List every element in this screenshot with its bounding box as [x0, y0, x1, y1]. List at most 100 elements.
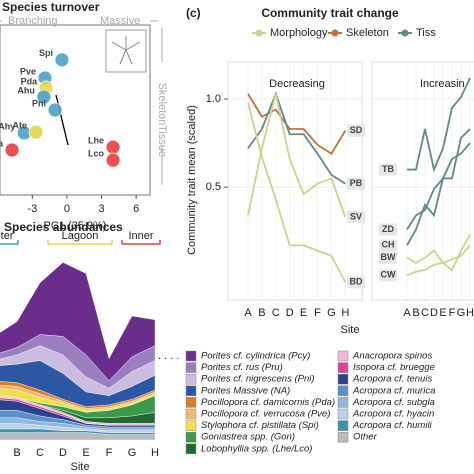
- x-axis-label: Site: [71, 461, 90, 473]
- legend-swatch: [185, 408, 197, 420]
- x-tick-label: D: [430, 307, 438, 319]
- y-tick-label: 1.0: [206, 93, 221, 105]
- point-label: Lco: [88, 149, 105, 159]
- panel-title: Decreasing: [269, 78, 325, 90]
- panel-title: Increasin: [420, 78, 465, 90]
- group-bracket: [121, 240, 161, 245]
- legend-label: Tiss: [416, 27, 436, 39]
- legend-swatch: [185, 420, 197, 431]
- trait-line: [406, 244, 471, 265]
- x-tick-label: F: [106, 447, 113, 459]
- point: [4, 142, 20, 158]
- group-bracket: [0, 240, 19, 245]
- legend-label: Pocillopora cf. damicornis (Pda): [201, 397, 335, 408]
- series-label: ZD: [382, 224, 394, 234]
- point-label: Spi: [39, 48, 53, 58]
- legend-label: Porites cf. cylindrica (Pcy): [201, 351, 310, 362]
- trait-line: [247, 102, 347, 283]
- annotation: Massive: [100, 15, 140, 27]
- series-label: BW: [381, 252, 396, 262]
- legend-label: Acropora cf. tenuis: [352, 374, 432, 385]
- panel-title: Species turnover: [2, 0, 100, 14]
- x-tick-label: 0: [64, 203, 70, 215]
- x-tick-label: D: [286, 307, 294, 319]
- label-box: [379, 269, 397, 282]
- legend-label: Goniastrea spp. (Gon): [201, 432, 295, 443]
- x-tick-label: C: [421, 307, 429, 319]
- legend-label: Porites Massive (NA): [201, 385, 290, 396]
- legend-swatch: [185, 373, 197, 385]
- loading-arrow: [55, 94, 69, 146]
- legend-swatch: [185, 385, 197, 397]
- trait-line: [247, 93, 347, 218]
- legend-label: Morphology: [270, 27, 328, 39]
- trait-line: [406, 142, 471, 246]
- chart-title: Community trait change: [261, 6, 399, 20]
- series-label: CW: [381, 270, 396, 280]
- label-box: [347, 124, 365, 137]
- legend-swatch: [337, 385, 349, 397]
- legend-label: Porites cf. rus (Pru): [201, 362, 283, 373]
- inset-arrows: [111, 36, 141, 65]
- legend-swatch: [185, 350, 197, 362]
- legend-label: Acropora cf. murica: [352, 385, 435, 396]
- x-tick-label: A: [244, 307, 252, 319]
- legend-swatch: [337, 397, 349, 408]
- point-label: Ahy: [0, 121, 15, 131]
- x-tick-label: 3: [98, 203, 104, 215]
- legend-dot: [331, 29, 339, 37]
- legend-label: Other: [353, 432, 378, 443]
- group-label: Inner: [128, 230, 153, 242]
- legend-label: Anacropora spinos: [352, 351, 432, 362]
- trait-line: [406, 234, 471, 277]
- legend-label: Isopora cf. bruegge: [353, 362, 435, 373]
- legend-swatch: [185, 362, 197, 373]
- series-label: SV: [350, 212, 362, 222]
- group-label: uter: [0, 230, 14, 242]
- label-box: [347, 276, 365, 289]
- series-label: CH: [382, 240, 395, 250]
- annotation: Tissue: [156, 125, 168, 157]
- annotation: Skeleton: [156, 83, 168, 126]
- group-label: Lagoon: [62, 230, 99, 242]
- legend-dot: [255, 29, 263, 37]
- x-tick-label: F: [314, 307, 321, 319]
- x-tick-label: F: [449, 307, 456, 319]
- x-tick-label: G: [457, 307, 466, 319]
- label-box: [379, 251, 397, 264]
- point: [36, 89, 52, 105]
- x-tick-label: H: [466, 307, 474, 319]
- legend-swatch: [337, 408, 349, 420]
- legend-label: Porites cf. nigrescens (Pni): [201, 374, 315, 385]
- trait-line: [407, 77, 471, 173]
- series-label: SD: [350, 125, 363, 135]
- point-label: Pve: [20, 66, 36, 76]
- point-label: sa: [0, 138, 4, 148]
- point: [28, 124, 44, 140]
- series-label: BD: [350, 277, 363, 287]
- inset-box: [105, 29, 147, 73]
- x-tick-label: H: [151, 447, 159, 459]
- x-tick-label: E: [82, 447, 89, 459]
- legend-swatch: [185, 397, 197, 408]
- point-label: Lhe: [88, 135, 104, 145]
- series-label: PB: [350, 178, 363, 188]
- x-tick-label: C: [272, 307, 280, 319]
- panel-title: Species abundances: [4, 220, 123, 234]
- x-tick-label: A: [403, 307, 411, 319]
- label-box: [347, 177, 365, 190]
- legend-label: Acropora cf. subgla: [352, 397, 435, 408]
- x-tick-label: 6: [133, 203, 139, 215]
- y-tick-label: 0.5: [206, 181, 221, 193]
- trait-line: [406, 128, 471, 230]
- x-tick-label: H: [341, 307, 349, 319]
- legend-label: Acropora cf. hyacin: [352, 409, 434, 420]
- annotation: Branching: [8, 15, 58, 27]
- legend-swatch: [337, 362, 349, 373]
- x-tick-label: B: [258, 307, 265, 319]
- point-label: Pda: [21, 76, 39, 86]
- legend-swatch: [185, 443, 197, 455]
- x-axis-label: Site: [341, 324, 360, 336]
- ellipsis: . . . .: [158, 350, 179, 362]
